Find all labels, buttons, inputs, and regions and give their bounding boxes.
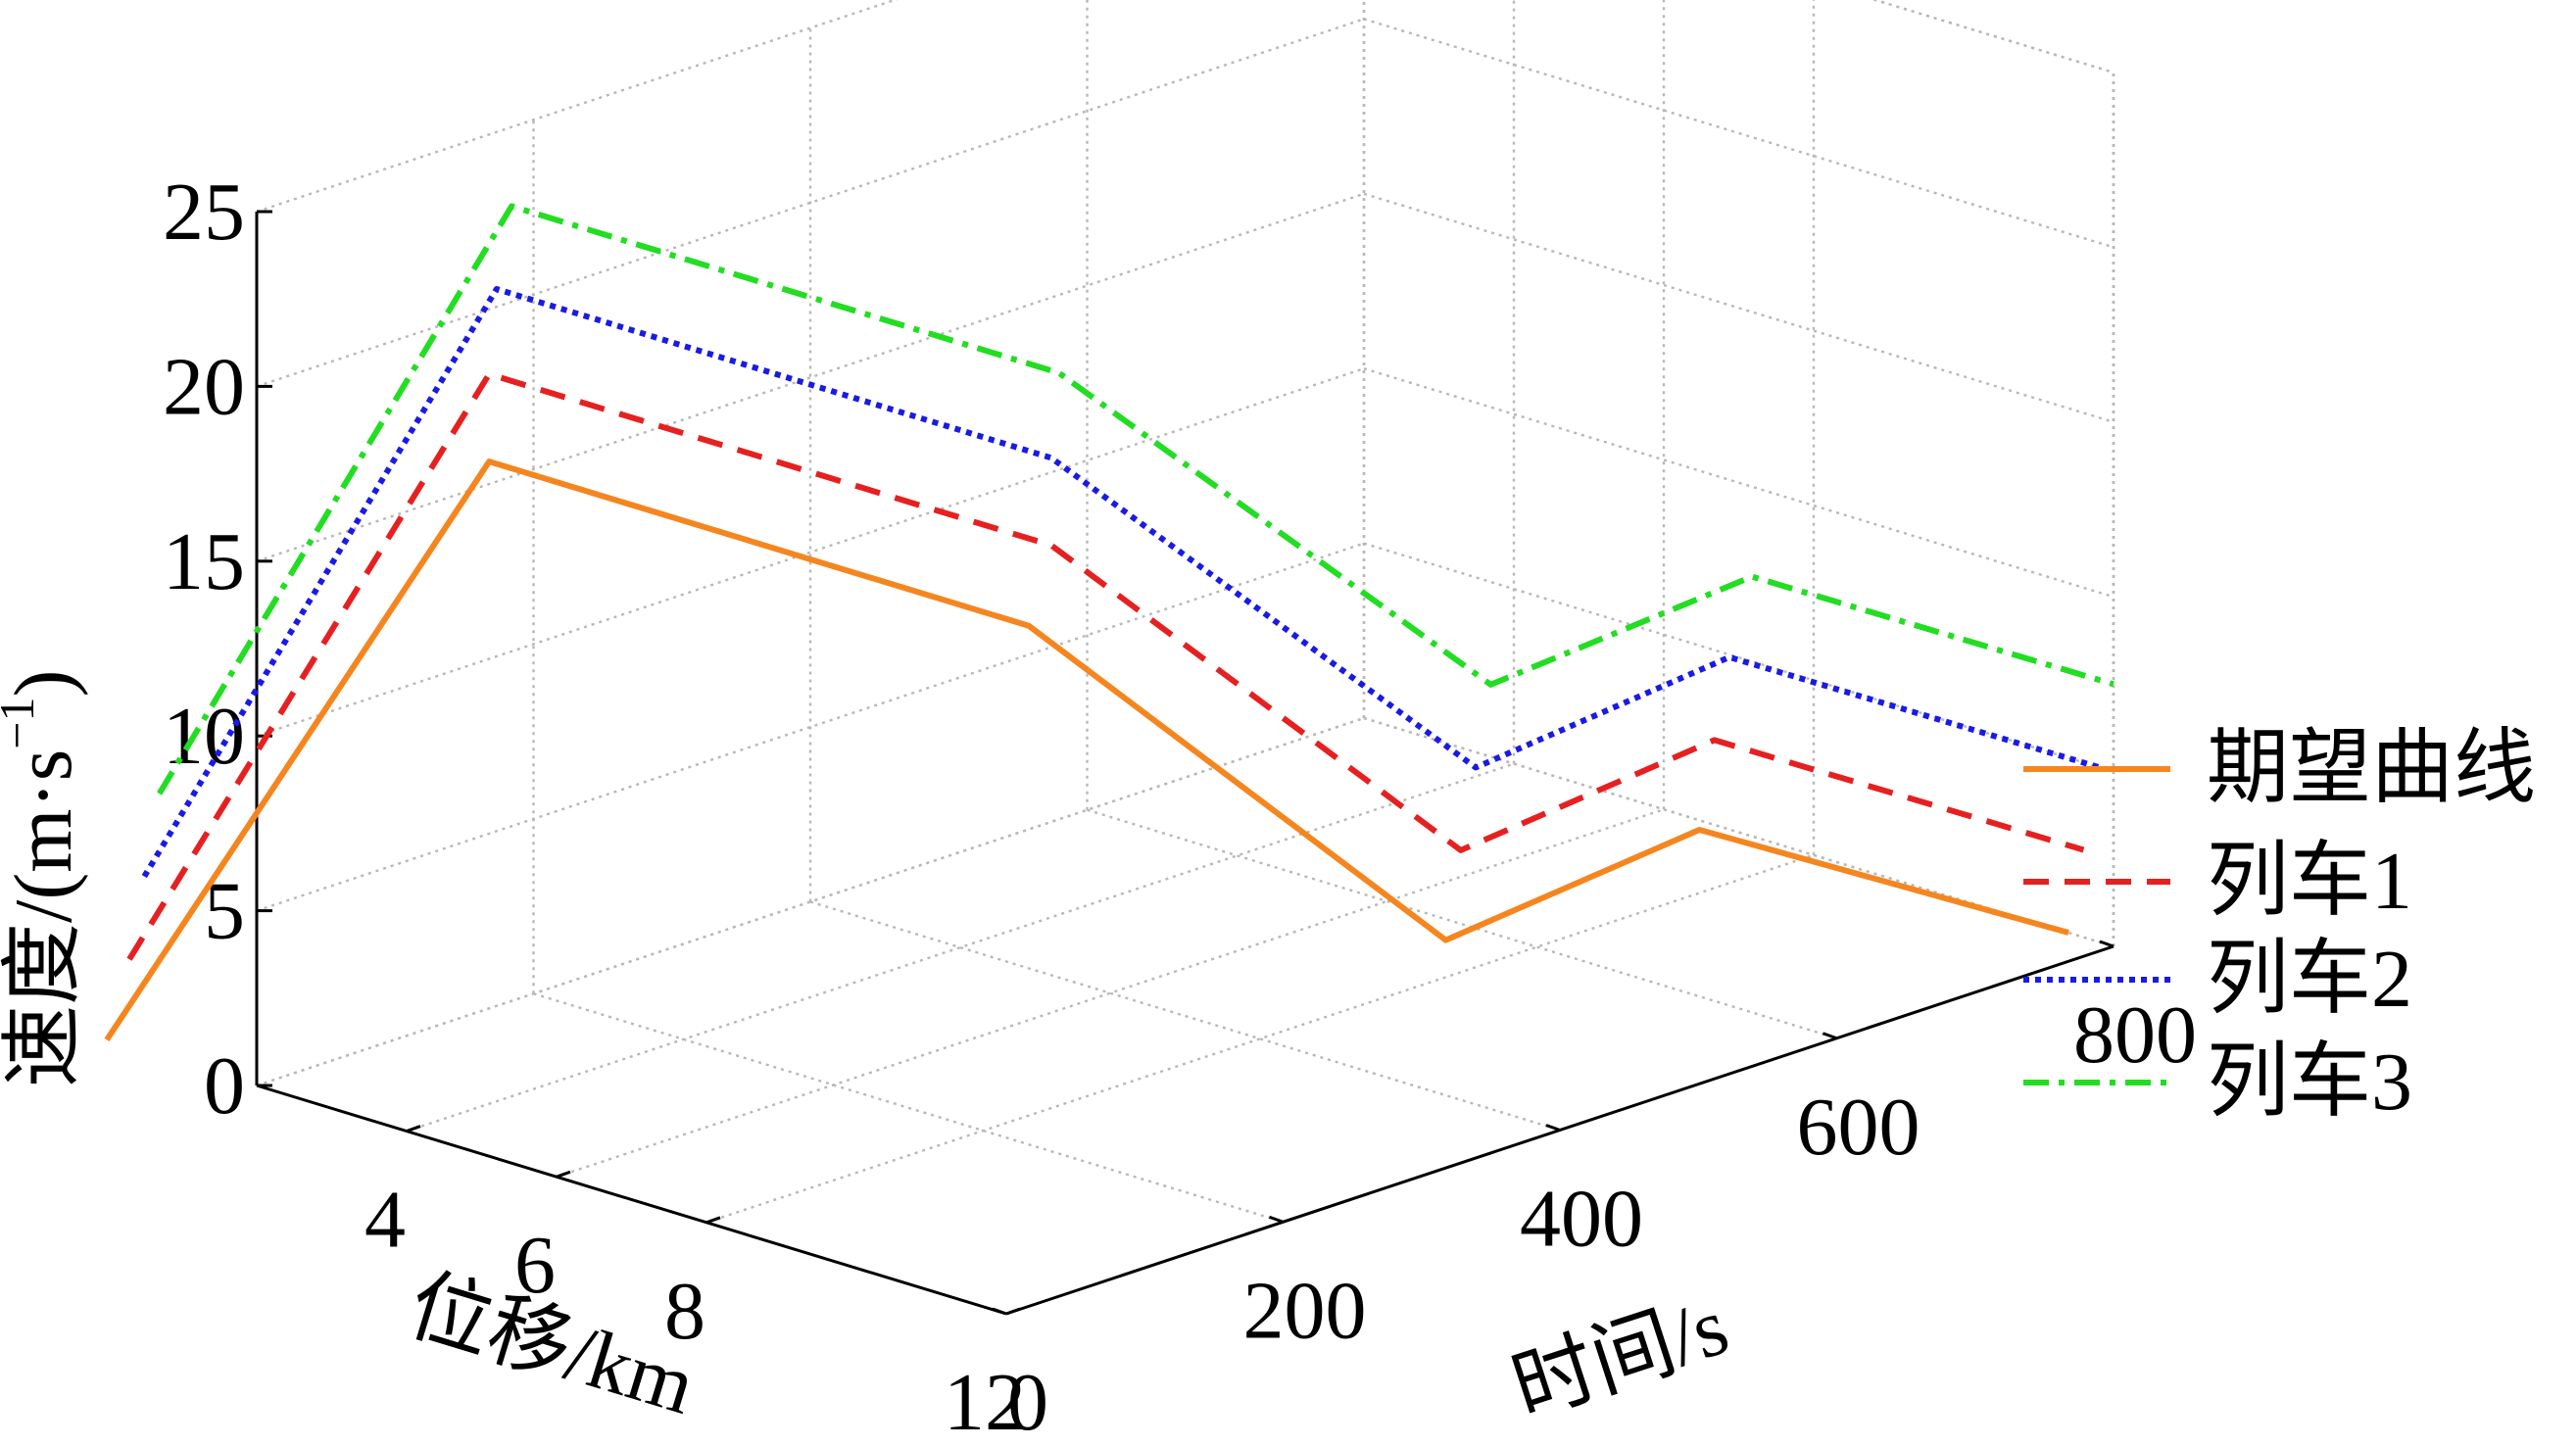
series-line-dotted (141, 286, 2108, 879)
z-axis-title-main: 速度/(m·s (0, 749, 89, 1087)
z-tick-label: 15 (163, 516, 245, 607)
y-tick-label: 400 (1520, 1174, 1643, 1265)
z-tick-label: 10 (163, 691, 245, 782)
y-tick-label: 800 (2073, 989, 2197, 1081)
series-line-solid (104, 458, 2069, 1042)
y-tick-mark (992, 1307, 1007, 1316)
legend-item: 期望曲线 (2023, 723, 2536, 814)
floor-grid-line (556, 808, 1665, 1179)
side-wall-grid-line (256, 192, 1365, 562)
z-axis-title-sup: −1 (0, 697, 44, 748)
side-wall-grid-line (256, 18, 1365, 388)
y-tick-mark (2099, 940, 2114, 948)
series (104, 203, 2114, 1042)
legend-label-train2: 列车2 (2207, 934, 2412, 1025)
legend-item: 列车1 (2023, 836, 2412, 927)
x-tick-mark (556, 1170, 571, 1179)
box-edge-line (1871, 0, 2114, 74)
floor-grid-line (809, 900, 1561, 1132)
x-tick-label: 12 (944, 1357, 1026, 1447)
x-tick-label: 4 (365, 1175, 406, 1266)
z-tick-label: 0 (204, 1040, 245, 1132)
z-tick-label: 20 (163, 341, 245, 432)
x-tick-mark (705, 1216, 721, 1225)
floor-grid-line (705, 853, 1815, 1224)
z-axis-title: 速度/(m·s−1) (0, 670, 89, 1088)
floor-grid-line (406, 762, 1515, 1133)
back-wall-grid-line (1363, 367, 2114, 599)
legend-label-train1: 列车1 (2207, 836, 2412, 927)
series-line-dashdot (157, 203, 2114, 796)
z-tick-label: 25 (163, 167, 245, 258)
legend-label-train3: 列车3 (2207, 1037, 2412, 1128)
side-wall-grid-line (256, 716, 1365, 1087)
back-wall-grid-line (1363, 192, 2114, 423)
legend-item: 列车2 (2023, 934, 2412, 1025)
series-line-dashed (126, 370, 2085, 961)
floor-grid-line (533, 992, 1284, 1224)
y-tick-label: 200 (1243, 1265, 1367, 1356)
y-tick-mark (1822, 1032, 1838, 1040)
legend-label-expected: 期望曲线 (2207, 723, 2536, 814)
legend: 期望曲线 列车1 列车2 列车3 (2023, 723, 2536, 1128)
legend-item: 列车3 (2023, 1037, 2412, 1128)
back-wall-grid-line (1363, 18, 2114, 249)
x-tick-mark (406, 1125, 421, 1133)
x-tick-label: 8 (664, 1266, 705, 1357)
z-axis-title-close: ) (0, 670, 89, 698)
side-wall-grid-line (256, 542, 1365, 912)
y-tick-mark (1545, 1124, 1561, 1132)
back-wall-grid-line (1363, 542, 2114, 773)
back-wall-grid-line (1871, 0, 2114, 74)
floor-grid-line (1087, 808, 1837, 1039)
y-tick-label: 600 (1797, 1082, 1920, 1173)
x-tick-mark (1005, 1307, 1021, 1316)
y-tick-label: 0 (1007, 1357, 1048, 1447)
y-tick-mark (1268, 1215, 1285, 1224)
x-tick-label: 6 (514, 1220, 556, 1311)
x-axis-line (256, 1084, 1007, 1316)
y-axis-title: 时间/s (1502, 1280, 1739, 1435)
side-wall-grid-line (256, 367, 1365, 738)
